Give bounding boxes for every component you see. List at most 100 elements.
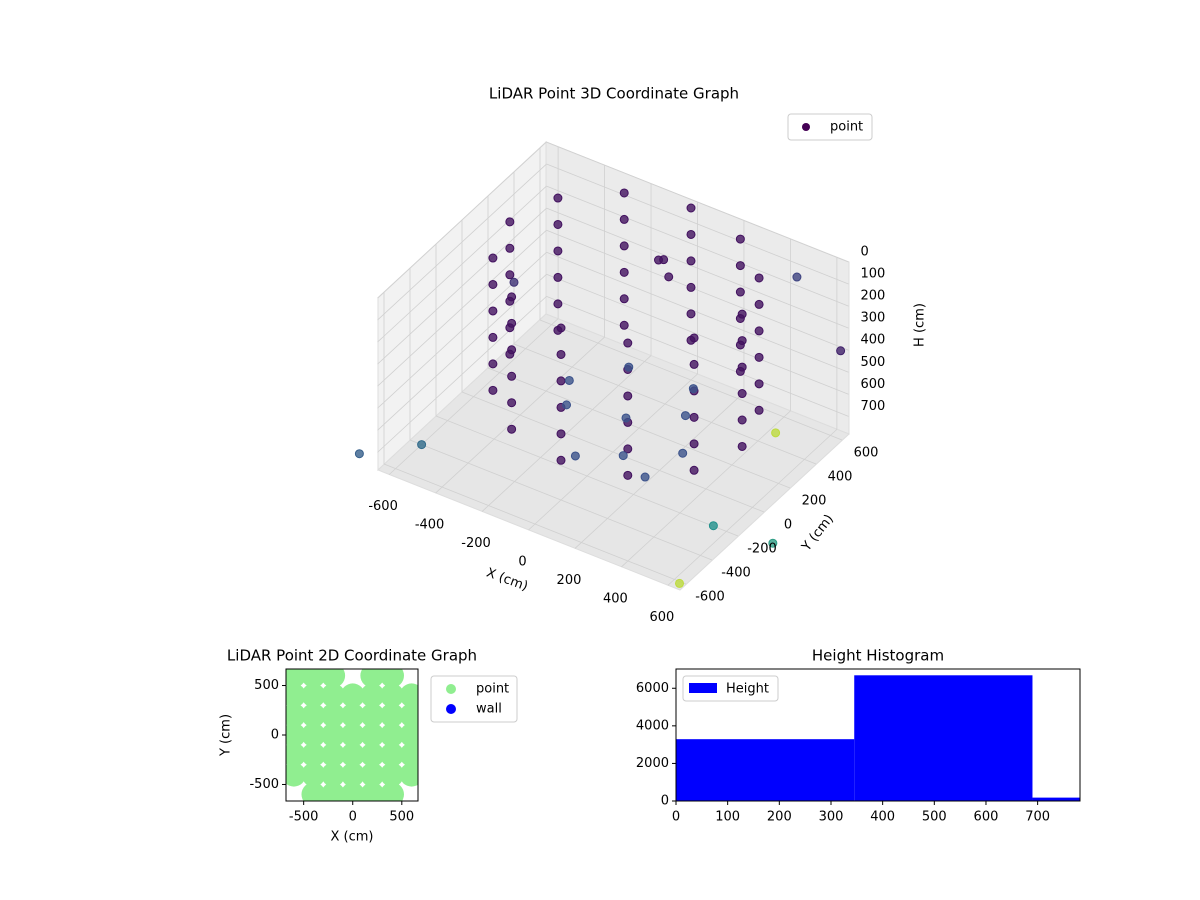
point [488,253,498,263]
y-tick-label: 200 [802,494,827,509]
point [556,429,566,439]
legend-label: point [476,682,509,697]
z-tick-label: 700 [861,399,886,414]
x-tick-label: 100 [715,810,740,825]
x-tick-label: 200 [767,810,792,825]
point [301,762,326,787]
x-tick-label: 300 [819,810,844,825]
point [286,683,306,708]
point [301,703,326,728]
x-tick-label: -600 [368,499,398,514]
point [768,538,778,548]
x-tick-label: 200 [557,573,582,588]
point [399,703,418,728]
grid-line [377,296,547,453]
legend-marker [802,123,810,131]
point [340,683,365,708]
point [640,472,650,482]
bar [854,675,1033,801]
z-tick-label: 600 [861,377,886,392]
legend-marker [446,704,456,714]
grid-line [377,207,547,365]
point [735,234,745,244]
point [321,703,346,728]
grid-line [539,319,843,441]
y-tick-label: 500 [254,678,279,693]
point [562,400,572,410]
grid-line [409,439,713,561]
point [553,299,563,309]
point [836,346,846,356]
grid-line [546,141,849,263]
point [301,782,326,801]
axes-frame [675,668,1081,802]
point [564,375,574,385]
point [507,371,517,381]
grid-line [546,163,849,285]
x-tick-label: 0 [672,810,680,825]
point [379,703,404,728]
point [623,444,633,454]
point [488,332,498,342]
point [735,340,745,350]
legend-marker [689,683,717,693]
y-tick-label: 600 [854,446,879,461]
point [505,349,515,359]
point [735,261,745,271]
grid-line [377,163,547,321]
y-tick-label: 0 [271,728,279,743]
point [321,762,346,787]
point [619,188,629,198]
point [686,229,696,239]
grid-line [377,274,547,431]
point [689,412,699,422]
point [360,782,385,801]
point [505,217,515,227]
z-tick-label: 200 [861,289,886,304]
points-3d [354,188,846,588]
point [379,742,404,767]
y-axis-label: Y (cm) [219,714,234,757]
z-tick-label: 300 [861,311,886,326]
x-tick-label: 0 [349,810,357,825]
bar [676,739,855,801]
point [624,362,634,372]
point [379,762,404,787]
point [619,294,629,304]
point [488,306,498,316]
point [505,243,515,253]
x-tick-label: 400 [870,810,895,825]
grid-line [377,251,547,409]
legend-box [682,675,779,702]
y-tick-label: 4000 [636,718,669,733]
legend: point [802,120,863,135]
chart-title: LiDAR Point 3D Coordinate Graph [489,85,739,103]
y-tick-label: -200 [747,542,777,557]
point [488,385,498,395]
z-tick-label: 400 [861,333,886,348]
point [379,669,404,688]
x-tick-label: 400 [603,591,628,606]
point [556,455,566,465]
point [509,277,519,287]
point [621,413,631,423]
z-tick-label: 500 [861,355,886,370]
point [340,782,365,801]
y-tick-label: 6000 [636,681,669,696]
point [735,314,745,324]
point [618,451,628,461]
point [340,762,365,787]
point [505,323,515,333]
point [735,287,745,297]
point [360,723,385,747]
z-tick-label: 100 [861,267,886,282]
point [686,203,696,213]
point [619,214,629,224]
point [689,439,699,449]
point [399,762,418,787]
x-tick-label: 500 [389,810,414,825]
point [379,683,404,708]
point [286,762,306,787]
point [340,703,365,728]
point [675,578,684,588]
